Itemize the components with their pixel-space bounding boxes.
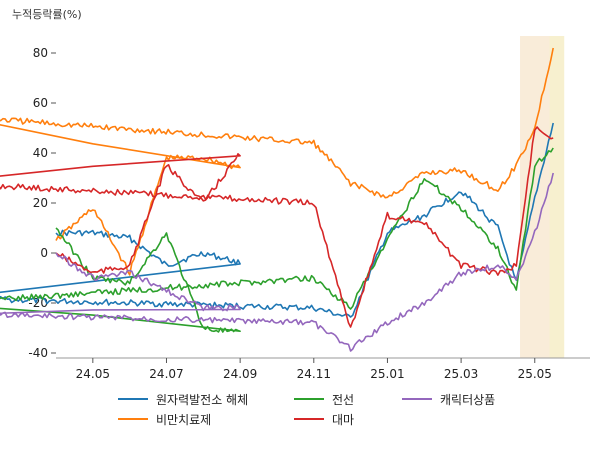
x-tick-label: 24.09 [223,367,257,381]
y-tick-label: 0 [40,246,48,260]
series-line [0,147,554,333]
series-line [0,47,554,276]
legend-item: 원자력발전소 해체 [118,390,294,408]
y-tick-label: 20 [33,196,48,210]
legend-label: 대마 [332,412,355,427]
y-tick-label: -40 [28,346,48,360]
legend-swatch [118,398,148,400]
legend-item: 캐릭터상품 [402,390,532,408]
series-line [0,172,554,352]
y-unit-label: 누적등락률(%) [12,8,82,21]
legend-swatch [294,418,324,420]
series-line [0,122,554,318]
legend-label: 캐릭터상품 [440,392,496,407]
x-tick-label: 24.05 [76,367,110,381]
y-tick-label: 40 [33,146,48,160]
legend-item: 전선 [294,390,402,408]
legend-label: 비만치료제 [156,412,212,427]
x-tick-label: 24.11 [297,367,331,381]
legend-label: 전선 [332,392,355,407]
legend-swatch [118,418,148,420]
legend-swatch [294,398,324,400]
y-tick-label: 80 [33,46,48,60]
legend-label: 원자력발전소 해체 [156,392,249,407]
x-tick-label: 24.07 [149,367,183,381]
legend-item: 비만치료제 [118,410,294,428]
series-line [0,126,554,328]
x-tick-label: 25.03 [444,367,478,381]
highlight-region [549,36,565,358]
x-tick-label: 25.01 [370,367,404,381]
legend-swatch [402,398,432,400]
legend-item: 대마 [294,410,402,428]
x-tick-label: 25.05 [518,367,552,381]
y-tick-label: 60 [33,96,48,110]
